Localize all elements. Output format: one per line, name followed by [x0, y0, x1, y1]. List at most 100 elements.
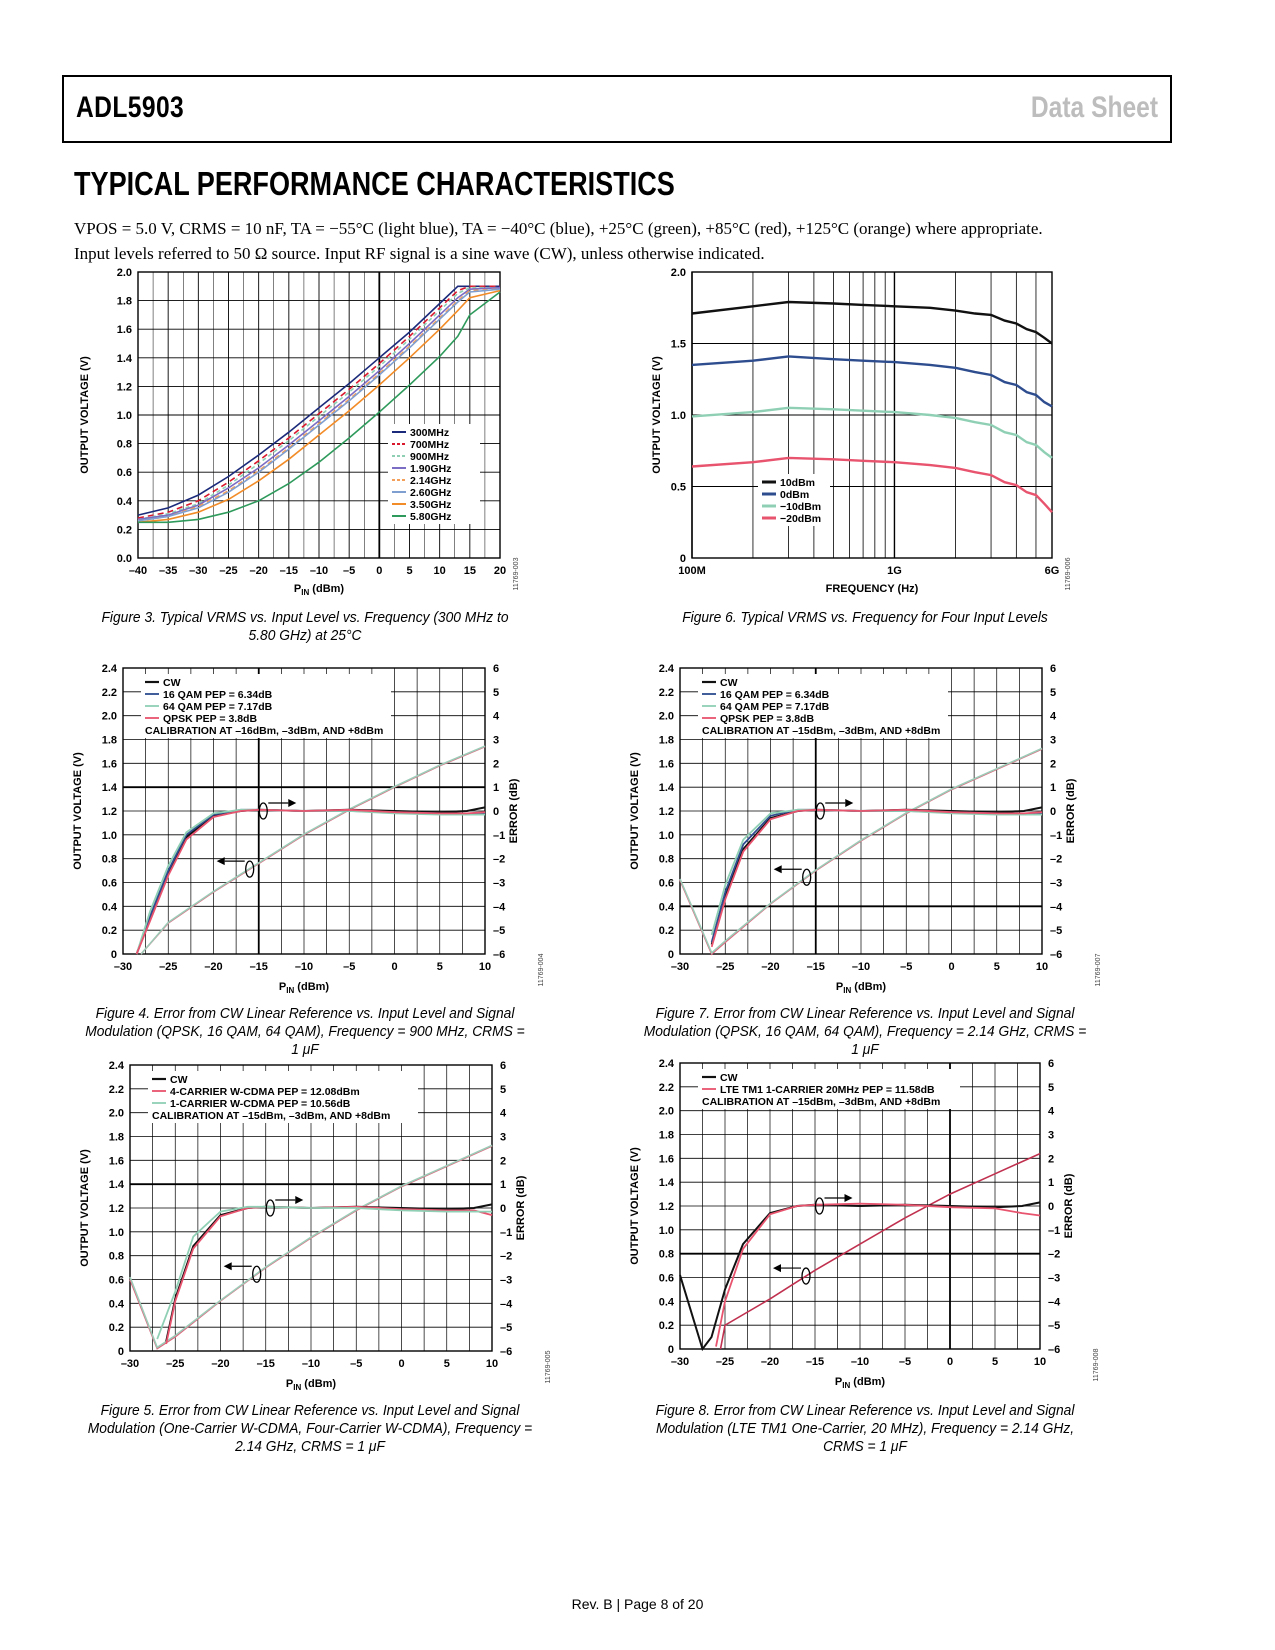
- y-axis-label: OUTPUT VOLTAGE (V): [79, 1149, 91, 1267]
- figure-8-chart: 0 0.2 0.4 0.6 0.8 1.0 1.2 1.4 1.6 1.8 2.0 2.2 2.4 –6 –…: [625, 1053, 1115, 1398]
- y-tick-label: 0: [680, 553, 686, 565]
- x-tick-label: –5: [900, 961, 912, 973]
- y2-tick-label: 3: [1048, 1130, 1054, 1142]
- figure-code: 11769-004: [538, 953, 545, 986]
- figure-7-chart: 0 0.2 0.4 0.6 0.8 1.0 1.2 1.4 1.6 1.8 2.0 2.2 2.4 –6 –…: [625, 658, 1115, 1003]
- x-tick-label: –10: [852, 961, 870, 973]
- y2-tick-label: 5: [1048, 1082, 1054, 1094]
- y-tick-label: 0.8: [102, 854, 117, 866]
- plot-frame: [691, 271, 1053, 559]
- y-tick-label: 0.4: [109, 1298, 125, 1310]
- y2-tick-label: –1: [493, 830, 505, 842]
- y2-tick-label: 2: [1050, 758, 1056, 770]
- gridlines: [691, 271, 1053, 559]
- y2-tick-label: –4: [500, 1298, 513, 1310]
- y-tick-label: 1.2: [659, 1201, 674, 1213]
- y-tick-label: 0.6: [109, 1275, 124, 1287]
- y-tick-label: 0.8: [659, 854, 674, 866]
- x-tick-label: 10: [1036, 961, 1048, 973]
- series-line-700mhz: [137, 285, 500, 519]
- y-tick-label: 0.4: [659, 901, 675, 913]
- figure-3-caption: Figure 3. Typical VRMS vs. Input Level v…: [101, 609, 509, 644]
- series-line--20dbm: [691, 456, 1053, 514]
- x-axis-label: FREQUENCY (Hz): [826, 583, 919, 595]
- y2-tick-label: –1: [500, 1227, 512, 1239]
- x-tick-label: 15: [464, 565, 476, 577]
- document-type: Data Sheet: [1030, 91, 1158, 124]
- y-tick-label: 1.5: [671, 339, 686, 351]
- y2-tick-label: 2: [1048, 1153, 1054, 1165]
- y2-tick-label: 6: [493, 663, 499, 675]
- figure-6-chart: 0 0.5 1.0 1.5 2.0 100M 1G 6G FREQUENCY (Hz) OUTPU…: [630, 262, 1100, 602]
- legend-label: 64 QAM PEP = 7.17dB: [163, 701, 273, 713]
- y2-tick-label: 5: [493, 687, 499, 699]
- y2-tick-label: 6: [1050, 663, 1056, 675]
- y-tick-label: 1.0: [109, 1227, 124, 1239]
- x-tick-label: 100M: [678, 565, 706, 577]
- error-series-line: [710, 808, 1043, 948]
- plot-frame: [137, 271, 501, 559]
- y-tick-label: 1.8: [102, 735, 117, 747]
- y-tick-label: 1.8: [109, 1132, 124, 1144]
- y-tick-label: 1.0: [671, 410, 686, 422]
- error-series-line: [710, 806, 1043, 945]
- y-tick-label: 2.0: [109, 1108, 124, 1120]
- figure-code: 11769-008: [1093, 1348, 1100, 1381]
- legend-label: −20dBm: [780, 513, 821, 525]
- y-tick-label: 1.8: [659, 1130, 674, 1142]
- x-tick-label: –15: [250, 961, 268, 973]
- x-tick-label: –35: [159, 565, 177, 577]
- figure-5-chart: 0 0.2 0.4 0.6 0.8 1.0 1.2 1.4 1.6 1.8 2.0 2.2 2.4 –6 –…: [75, 1055, 565, 1400]
- y-tick-label: 2.0: [117, 267, 132, 279]
- legend-label: 5.80GHz: [410, 511, 451, 523]
- legend-label: 300MHz: [410, 427, 449, 439]
- x-tick-label: 10: [1034, 1356, 1046, 1368]
- error-series-line: [135, 806, 486, 955]
- y-tick-label: 0.4: [117, 496, 133, 508]
- y-tick-label: 1.6: [102, 758, 117, 770]
- figure-code: 11769-003: [513, 557, 520, 590]
- y2-tick-label: –6: [1048, 1344, 1060, 1356]
- y-tick-label: 0.0: [117, 553, 132, 565]
- legend-label: 4-CARRIER W-CDMA PEP = 12.08dBm: [170, 1086, 360, 1098]
- error-axis-marker: [815, 802, 825, 820]
- voltage-series-line: [679, 747, 1043, 955]
- legend-label: QPSK PEP = 3.8dB: [163, 713, 257, 725]
- voltage-series-line: [719, 1152, 1041, 1350]
- x-tick-label: 10: [434, 565, 446, 577]
- legend-label: 0dBm: [780, 489, 809, 501]
- x-axis-label: PIN (dBm): [279, 981, 330, 995]
- y-tick-label: 2.4: [659, 1058, 675, 1070]
- left-arrowhead-icon: [773, 1264, 781, 1273]
- x-tick-label: –30: [189, 565, 207, 577]
- y2-tick-label: –3: [500, 1275, 512, 1287]
- x-tick-label: –20: [761, 961, 779, 973]
- x-tick-label: 5: [444, 1358, 450, 1370]
- y2-tick-label: 0: [500, 1203, 506, 1215]
- figure-4-caption: Figure 4. Error from CW Linear Reference…: [85, 1005, 525, 1058]
- x-tick-label: –15: [807, 961, 825, 973]
- left-arrowhead-icon: [773, 865, 782, 874]
- series-line-0dbm: [691, 355, 1053, 408]
- legend-label: CW: [163, 677, 181, 689]
- legend-label: CW: [720, 1072, 738, 1084]
- x-tick-label: 10: [486, 1358, 498, 1370]
- y-tick-label: 2.0: [102, 711, 117, 723]
- series-line-1-90ghz: [137, 286, 501, 521]
- y-tick-label: 1.2: [109, 1203, 124, 1215]
- x-axis-label-unit: (dBm): [851, 981, 886, 993]
- y2-tick-label: 6: [1048, 1058, 1054, 1070]
- voltage-axis-marker: [252, 1265, 262, 1283]
- y2-tick-label: 1: [1048, 1177, 1054, 1189]
- y-tick-label: 1.8: [117, 296, 132, 308]
- figure-6-caption: Figure 6. Typical VRMS vs. Frequency for…: [682, 609, 1048, 626]
- x-tick-label: –10: [851, 1356, 869, 1368]
- plot-frame: [122, 667, 486, 955]
- legend-label: 10dBm: [780, 477, 815, 489]
- series-line-2-14ghz: [137, 288, 501, 522]
- y-tick-label: 1.2: [102, 806, 117, 818]
- error-series-line: [715, 1202, 1041, 1347]
- x-axis-label-sub: IN: [301, 588, 309, 597]
- error-axis-marker: [814, 1197, 825, 1215]
- legend-label: CW: [720, 677, 738, 689]
